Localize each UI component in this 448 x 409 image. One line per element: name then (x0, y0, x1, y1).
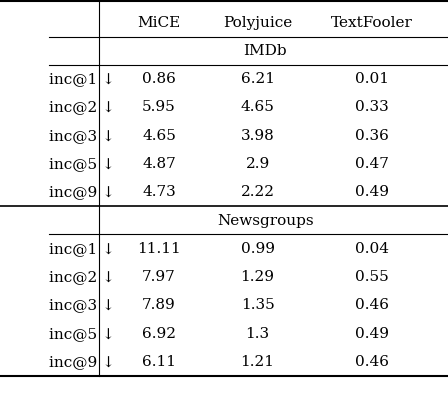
Text: 7.97: 7.97 (142, 270, 176, 283)
Text: inc@3 ↓: inc@3 ↓ (49, 128, 115, 142)
Text: 1.21: 1.21 (241, 354, 275, 368)
Text: 0.49: 0.49 (355, 185, 389, 199)
Text: 6.21: 6.21 (241, 72, 275, 86)
Text: 0.04: 0.04 (355, 241, 389, 255)
Text: 4.73: 4.73 (142, 185, 176, 199)
Text: inc@3 ↓: inc@3 ↓ (49, 298, 115, 312)
Text: 0.55: 0.55 (355, 270, 389, 283)
Text: 0.49: 0.49 (355, 326, 389, 340)
Text: 6.92: 6.92 (142, 326, 176, 340)
Text: 6.11: 6.11 (142, 354, 176, 368)
Text: 0.01: 0.01 (355, 72, 389, 86)
Text: inc@9 ↓: inc@9 ↓ (49, 185, 115, 199)
Text: 0.47: 0.47 (355, 157, 389, 171)
Text: 3.98: 3.98 (241, 128, 275, 142)
Text: 11.11: 11.11 (137, 241, 181, 255)
Text: 2.22: 2.22 (241, 185, 275, 199)
Text: inc@1 ↓: inc@1 ↓ (49, 72, 115, 86)
Text: 0.99: 0.99 (241, 241, 275, 255)
Text: IMDb: IMDb (244, 44, 287, 58)
Text: inc@1 ↓: inc@1 ↓ (49, 241, 115, 255)
Text: MiCE: MiCE (138, 16, 181, 29)
Text: 2.9: 2.9 (246, 157, 270, 171)
Text: 0.36: 0.36 (355, 128, 389, 142)
Text: 0.33: 0.33 (355, 100, 389, 114)
Text: 4.87: 4.87 (142, 157, 176, 171)
Text: 1.3: 1.3 (246, 326, 270, 340)
Text: Newsgroups: Newsgroups (217, 213, 314, 227)
Text: inc@9 ↓: inc@9 ↓ (49, 354, 115, 368)
Text: 0.46: 0.46 (355, 298, 389, 312)
Text: 5.95: 5.95 (142, 100, 176, 114)
Text: 1.29: 1.29 (241, 270, 275, 283)
Text: inc@5 ↓: inc@5 ↓ (49, 157, 115, 171)
Text: 0.46: 0.46 (355, 354, 389, 368)
Text: 4.65: 4.65 (142, 128, 176, 142)
Text: inc@2 ↓: inc@2 ↓ (49, 270, 115, 283)
Text: inc@2 ↓: inc@2 ↓ (49, 100, 115, 114)
Text: 4.65: 4.65 (241, 100, 275, 114)
Text: inc@5 ↓: inc@5 ↓ (49, 326, 115, 340)
Text: 1.35: 1.35 (241, 298, 275, 312)
Text: Polyjuice: Polyjuice (223, 16, 292, 29)
Text: TextFooler: TextFooler (331, 16, 413, 29)
Text: 7.89: 7.89 (142, 298, 176, 312)
Text: 0.86: 0.86 (142, 72, 176, 86)
